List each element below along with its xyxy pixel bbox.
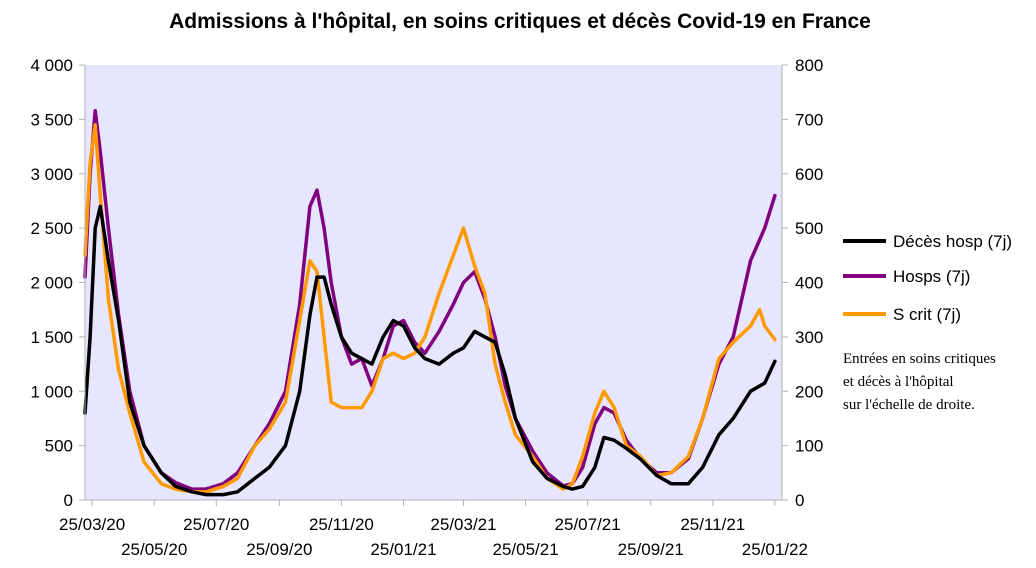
right-tick-label: 500	[795, 219, 823, 238]
legend-label: S crit (7j)	[893, 305, 961, 324]
left-tick-label: 2 500	[30, 219, 73, 238]
left-tick-label: 4 000	[30, 56, 73, 75]
left-tick-label: 2 000	[30, 274, 73, 293]
x-axis: 25/03/20 25/05/20 25/07/20 25/09/20 25/11/20…	[59, 500, 808, 559]
right-tick-label: 800	[795, 56, 823, 75]
right-tick-label: 300	[795, 328, 823, 347]
left-tick-label: 500	[45, 437, 73, 456]
left-tick-label: 3 000	[30, 165, 73, 184]
x-tick-label: 25/05/21	[492, 540, 558, 559]
left-axis: 0 500 1 000 1 500 2 000 2 500 3 000 3 500 4 000	[30, 56, 85, 510]
x-tick-label: 25/05/20	[121, 540, 187, 559]
x-tick-label: 25/03/21	[430, 515, 496, 534]
x-tick-label: 25/01/21	[370, 540, 436, 559]
plot-background	[85, 65, 782, 500]
x-tick-label: 25/03/20	[59, 515, 125, 534]
legend: Décès hosp (7j) Hosps (7j) S crit (7j)	[843, 232, 1012, 324]
series-layer	[83, 108, 777, 497]
annotation-note: Entrées en soins critiques et décès à l'…	[843, 348, 1033, 417]
right-axis: 0 100 200 300 400 500 600 700 800	[782, 56, 823, 510]
annotation-line: et décès à l'hôpital	[843, 374, 954, 390]
series-line	[83, 204, 777, 497]
left-tick-label: 0	[64, 491, 73, 510]
x-tick-label: 25/11/20	[309, 515, 374, 534]
right-tick-label: 600	[795, 165, 823, 184]
x-tick-label: 25/07/20	[183, 515, 249, 534]
x-tick-label: 25/09/21	[618, 540, 684, 559]
left-tick-label: 3 500	[30, 110, 73, 129]
right-tick-label: 100	[795, 437, 823, 456]
legend-label: Hosps (7j)	[893, 267, 970, 286]
x-tick-label: 25/01/22	[742, 540, 808, 559]
left-tick-label: 1 000	[30, 382, 73, 401]
x-tick-label: 25/07/21	[555, 515, 621, 534]
chart-title: Admissions à l'hôpital, en soins critiqu…	[169, 10, 871, 33]
right-tick-label: 400	[795, 274, 823, 293]
left-tick-label: 1 500	[30, 328, 73, 347]
legend-label: Décès hosp (7j)	[893, 232, 1012, 251]
right-tick-label: 0	[795, 491, 804, 510]
x-tick-label: 25/09/20	[246, 540, 312, 559]
right-tick-label: 200	[795, 382, 823, 401]
right-tick-label: 700	[795, 110, 823, 129]
annotation-line: sur l'échelle de droite.	[843, 397, 975, 413]
x-tick-label: 25/11/21	[680, 515, 745, 534]
annotation-line: Entrées en soins critiques	[843, 351, 996, 367]
